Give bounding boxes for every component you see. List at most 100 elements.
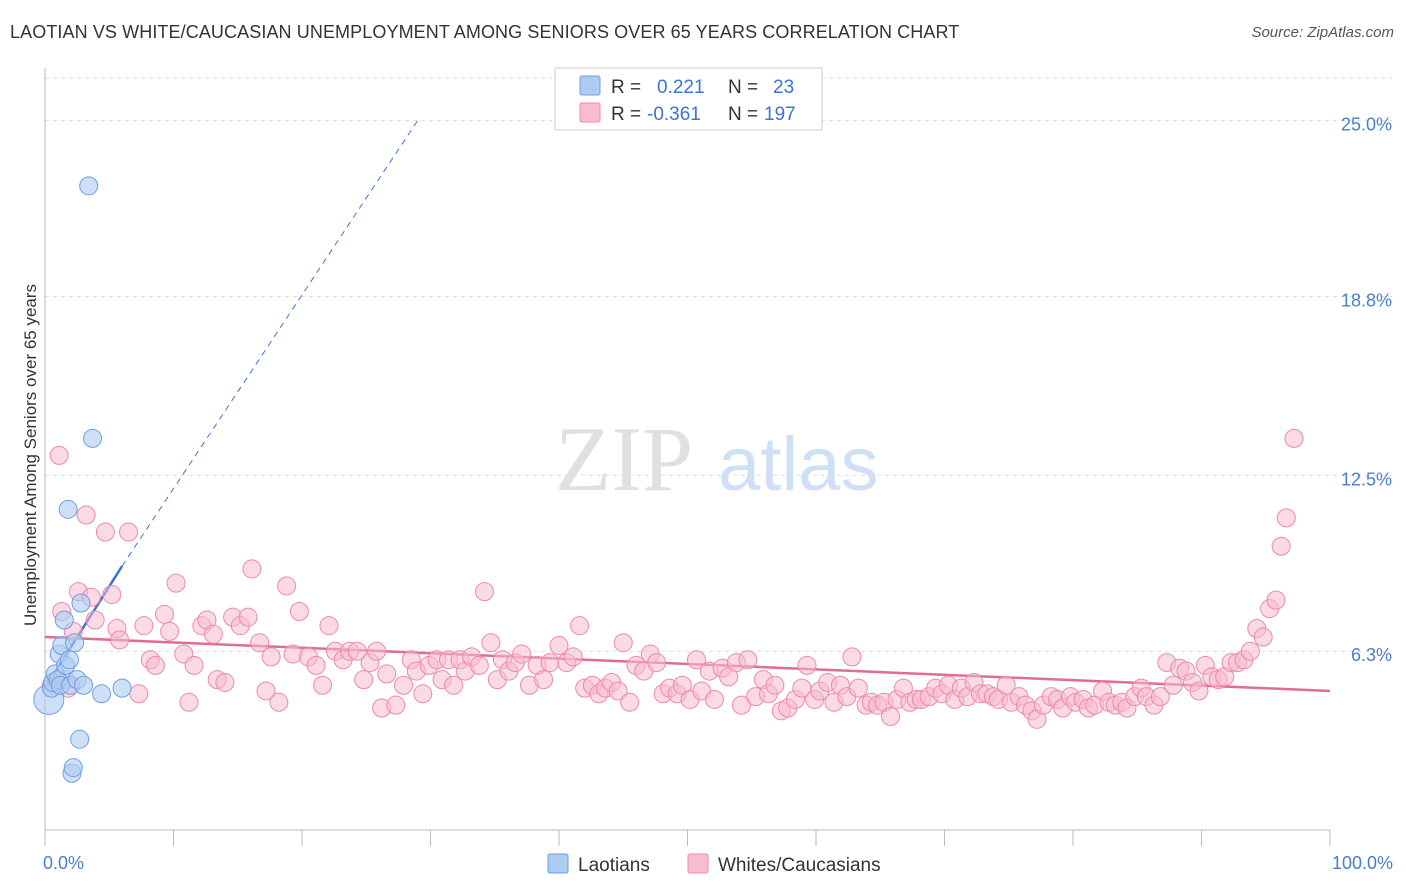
laotian-point xyxy=(79,176,99,196)
white-caucasian-point xyxy=(647,653,667,673)
white-caucasian-point xyxy=(881,706,901,726)
white-caucasian-point xyxy=(1276,508,1296,528)
legend-n-value-laotians: 23 xyxy=(773,77,794,98)
legend-swatch-laotians xyxy=(579,75,601,96)
bottom-legend-swatch-laotians xyxy=(547,853,569,874)
laotian-point xyxy=(59,650,79,670)
white-caucasian-point xyxy=(481,633,501,653)
white-caucasian-point xyxy=(277,576,297,596)
white-caucasian-point xyxy=(179,692,199,712)
white-caucasian-point xyxy=(613,633,633,653)
chart-source: Source: ZipAtlas.com xyxy=(1251,24,1394,41)
white-caucasian-point xyxy=(549,636,569,656)
white-caucasian-point xyxy=(203,624,223,644)
laotian-point xyxy=(83,428,103,448)
white-caucasian-point xyxy=(731,695,751,715)
white-caucasian-point xyxy=(146,655,166,675)
bottom-legend-label-laotians: Laotians xyxy=(578,855,650,876)
white-caucasian-point xyxy=(1271,536,1291,556)
white-caucasian-point xyxy=(996,675,1016,695)
white-caucasian-point xyxy=(76,505,96,525)
white-caucasian-point xyxy=(256,681,276,701)
laotian-trend-extension xyxy=(121,120,419,567)
laotian-point xyxy=(54,610,74,630)
white-caucasian-point xyxy=(289,601,309,621)
watermark-atlas: atlas xyxy=(718,422,879,507)
white-caucasian-point xyxy=(765,675,785,695)
white-caucasian-point xyxy=(797,655,817,675)
bottom-legend-label-whites: Whites/Caucasians xyxy=(718,855,881,876)
laotian-point xyxy=(92,684,112,704)
white-caucasian-point xyxy=(215,672,235,692)
laotian-point xyxy=(74,675,94,695)
white-caucasian-point xyxy=(1150,687,1170,707)
white-caucasian-point xyxy=(250,633,270,653)
white-caucasian-point xyxy=(620,692,640,712)
white-caucasian-point xyxy=(608,681,628,701)
white-caucasian-point xyxy=(85,610,105,630)
chart-title: LAOTIAN VS WHITE/CAUCASIAN UNEMPLOYMENT … xyxy=(10,22,960,42)
white-caucasian-point xyxy=(261,647,281,667)
white-caucasian-point xyxy=(534,670,554,690)
white-caucasian-point xyxy=(269,692,289,712)
y-tick-label: 6.3% xyxy=(1351,645,1392,665)
legend-n-value-whites: 197 xyxy=(764,104,796,125)
white-caucasian-point xyxy=(563,647,583,667)
legend: R = 0.221 N = 23 R = -0.361 N = 197 xyxy=(554,67,823,131)
white-caucasian-point xyxy=(474,582,494,602)
y-tick-label: 12.5% xyxy=(1341,469,1392,489)
white-caucasian-point xyxy=(313,675,333,695)
white-caucasian-point xyxy=(110,630,130,650)
white-caucasian-point xyxy=(1163,675,1183,695)
y-tick-label: 18.8% xyxy=(1341,291,1392,311)
bottom-legend: Laotians Whites/Caucasians xyxy=(547,853,881,876)
laotian-point xyxy=(58,499,78,519)
x-tick-label: 0.0% xyxy=(43,853,84,873)
tick-labels: 6.3% 12.5% 18.8% 25.0% 0.0% 100.0% xyxy=(43,115,1393,873)
white-caucasian-point xyxy=(1253,627,1273,647)
white-caucasian-point xyxy=(242,559,262,579)
white-caucasian-point xyxy=(306,655,326,675)
legend-n-label-laotians: N = xyxy=(728,77,758,98)
white-caucasian-point xyxy=(394,675,414,695)
white-caucasian-point xyxy=(1266,590,1286,610)
white-caucasian-point xyxy=(184,655,204,675)
white-caucasian-point xyxy=(160,621,180,641)
white-caucasian-point xyxy=(469,655,489,675)
white-caucasian-point xyxy=(347,641,367,661)
bottom-legend-swatch-whites xyxy=(687,853,709,874)
white-caucasian-point xyxy=(238,607,258,627)
white-caucasian-point xyxy=(686,650,706,670)
legend-r-label-laotians: R = xyxy=(611,77,641,98)
white-caucasian-point xyxy=(704,689,724,709)
x-tick-label: 100.0% xyxy=(1332,853,1393,873)
white-caucasian-point xyxy=(386,695,406,715)
white-caucasian-point xyxy=(95,522,115,542)
white-caucasian-point xyxy=(1240,641,1260,661)
watermark-zip: ZIP xyxy=(555,408,693,510)
laotian-point xyxy=(70,729,90,749)
white-caucasian-point xyxy=(319,616,339,636)
white-caucasian-point xyxy=(512,644,532,664)
trend-lines xyxy=(43,120,1331,693)
white-caucasian-point xyxy=(49,445,69,465)
watermark: ZIP atlas xyxy=(555,408,879,510)
y-tick-label: 25.0% xyxy=(1341,115,1392,135)
white-caucasian-point xyxy=(444,675,464,695)
white-caucasian-point xyxy=(119,522,139,542)
data-points xyxy=(33,176,1304,783)
white-caucasian-point xyxy=(413,684,433,704)
white-caucasian-point xyxy=(848,678,868,698)
y-axis-title: Unemployment Among Seniors over 65 years xyxy=(21,284,40,626)
laotian-point xyxy=(63,758,83,778)
white-caucasian-point xyxy=(129,684,149,704)
laotian-point xyxy=(71,593,91,613)
laotian-point xyxy=(112,678,132,698)
legend-r-value-laotians: 0.221 xyxy=(657,77,705,98)
white-caucasian-point xyxy=(540,653,560,673)
white-caucasian-point xyxy=(1284,428,1304,448)
white-caucasian-point xyxy=(367,641,387,661)
white-caucasian-point xyxy=(354,670,374,690)
legend-r-label-whites: R = xyxy=(611,104,641,125)
white-caucasian-point xyxy=(166,573,186,593)
